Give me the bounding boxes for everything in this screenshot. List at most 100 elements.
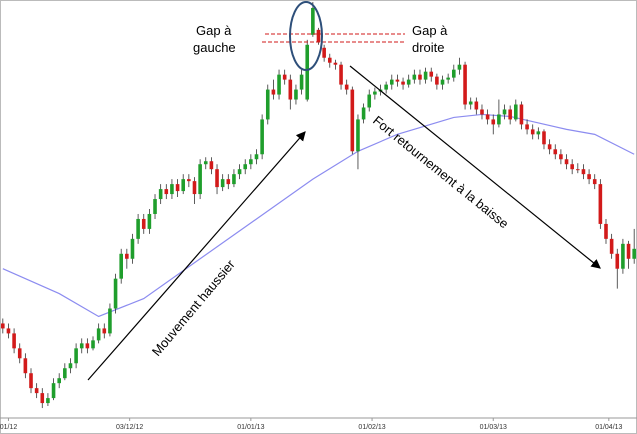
candle-body — [536, 131, 541, 135]
candle-body — [401, 81, 405, 85]
candle-body — [260, 119, 264, 155]
candle-body — [215, 169, 219, 188]
candle-body — [130, 238, 135, 259]
candle-body — [265, 89, 270, 120]
annotation-line: Gap à — [412, 23, 448, 38]
candle-body — [485, 114, 490, 120]
candle-body — [34, 388, 39, 394]
candle-body — [327, 57, 332, 63]
candle-body — [79, 343, 84, 349]
candle-body — [175, 184, 180, 192]
candle-body — [170, 184, 174, 195]
candle-body — [497, 114, 501, 125]
candle-body — [502, 109, 507, 115]
candle-body — [311, 7, 315, 35]
candle-body — [350, 89, 355, 152]
candle-body — [373, 91, 377, 95]
candle-body — [29, 373, 33, 389]
candle-body — [333, 62, 338, 65]
candle-body — [519, 104, 524, 125]
candle-body — [418, 74, 422, 80]
candle-body — [305, 44, 310, 100]
candle-body — [451, 69, 456, 78]
gap-circle — [289, 1, 323, 71]
down-arrow — [349, 65, 601, 269]
candle-body — [113, 278, 118, 309]
candle-body — [40, 393, 45, 404]
candle-body — [576, 169, 580, 171]
candle-body — [57, 378, 61, 384]
candle-body — [63, 368, 67, 379]
candle-body — [271, 89, 276, 95]
candle-body — [356, 119, 360, 152]
candle-body — [530, 129, 535, 135]
candle-body — [232, 174, 236, 185]
candle-body — [220, 179, 225, 188]
candle-body — [243, 164, 248, 170]
candle-body — [553, 149, 558, 155]
x-tick-label: 01/02/13 — [358, 424, 385, 431]
candle-body — [277, 74, 281, 95]
candle-body — [1, 323, 5, 329]
x-tick-label: 03/12/12 — [116, 424, 143, 431]
candle-body — [564, 159, 569, 165]
candle-body — [429, 71, 434, 77]
candle-body — [108, 308, 112, 334]
annotation-line: gauche — [193, 40, 236, 55]
candle-body — [158, 189, 163, 200]
candle-body — [542, 131, 546, 145]
candle-body — [587, 174, 591, 180]
candle-body — [344, 84, 349, 90]
candle-body — [480, 109, 484, 115]
candle-body — [446, 77, 450, 80]
candle-body — [592, 179, 597, 185]
candle-body — [570, 164, 574, 170]
candle-body — [51, 383, 56, 399]
candle-body — [85, 343, 90, 349]
candle-body — [192, 181, 197, 195]
candle-body — [440, 79, 445, 85]
candle-body — [514, 104, 518, 120]
candle-body — [209, 161, 214, 170]
candle-body — [361, 107, 366, 120]
annotation: Gap à droite — [412, 23, 448, 55]
candle-body — [598, 184, 603, 224]
candle-body — [609, 238, 614, 254]
candle-body — [187, 179, 191, 182]
candle-body — [12, 333, 16, 349]
candle-body — [423, 71, 428, 80]
candle-body — [17, 348, 22, 359]
candle-body — [367, 94, 372, 108]
candle-body — [102, 328, 107, 334]
x-tick-label: 01/01/13 — [237, 424, 264, 431]
x-tick-label: 01/03/13 — [480, 424, 507, 431]
candle-body — [581, 169, 586, 175]
candle-body — [525, 124, 529, 130]
candle-body — [384, 84, 388, 90]
candle-body — [559, 154, 563, 160]
candle-body — [615, 253, 620, 269]
candle-body — [474, 101, 479, 110]
candle-body — [435, 76, 439, 85]
candle-body — [547, 144, 552, 150]
candle-body — [237, 169, 242, 175]
candle-body — [254, 154, 259, 160]
candle-body — [316, 29, 321, 42]
candle-body — [6, 328, 11, 334]
candle-body — [249, 159, 253, 165]
candle-body — [463, 64, 467, 105]
candle-body — [508, 109, 512, 120]
candle-body — [141, 218, 146, 229]
x-tick-label: 01/12 — [0, 424, 17, 431]
candle-body — [119, 253, 123, 279]
candle-body — [203, 161, 208, 165]
candle-body — [288, 79, 293, 100]
annotation: Gap à gauche — [193, 23, 236, 55]
candle-body — [395, 79, 400, 82]
candle-body — [282, 74, 287, 80]
candle-body — [457, 64, 462, 70]
candle-body — [468, 101, 473, 105]
candle-body — [23, 358, 28, 374]
candle-body — [632, 248, 636, 259]
